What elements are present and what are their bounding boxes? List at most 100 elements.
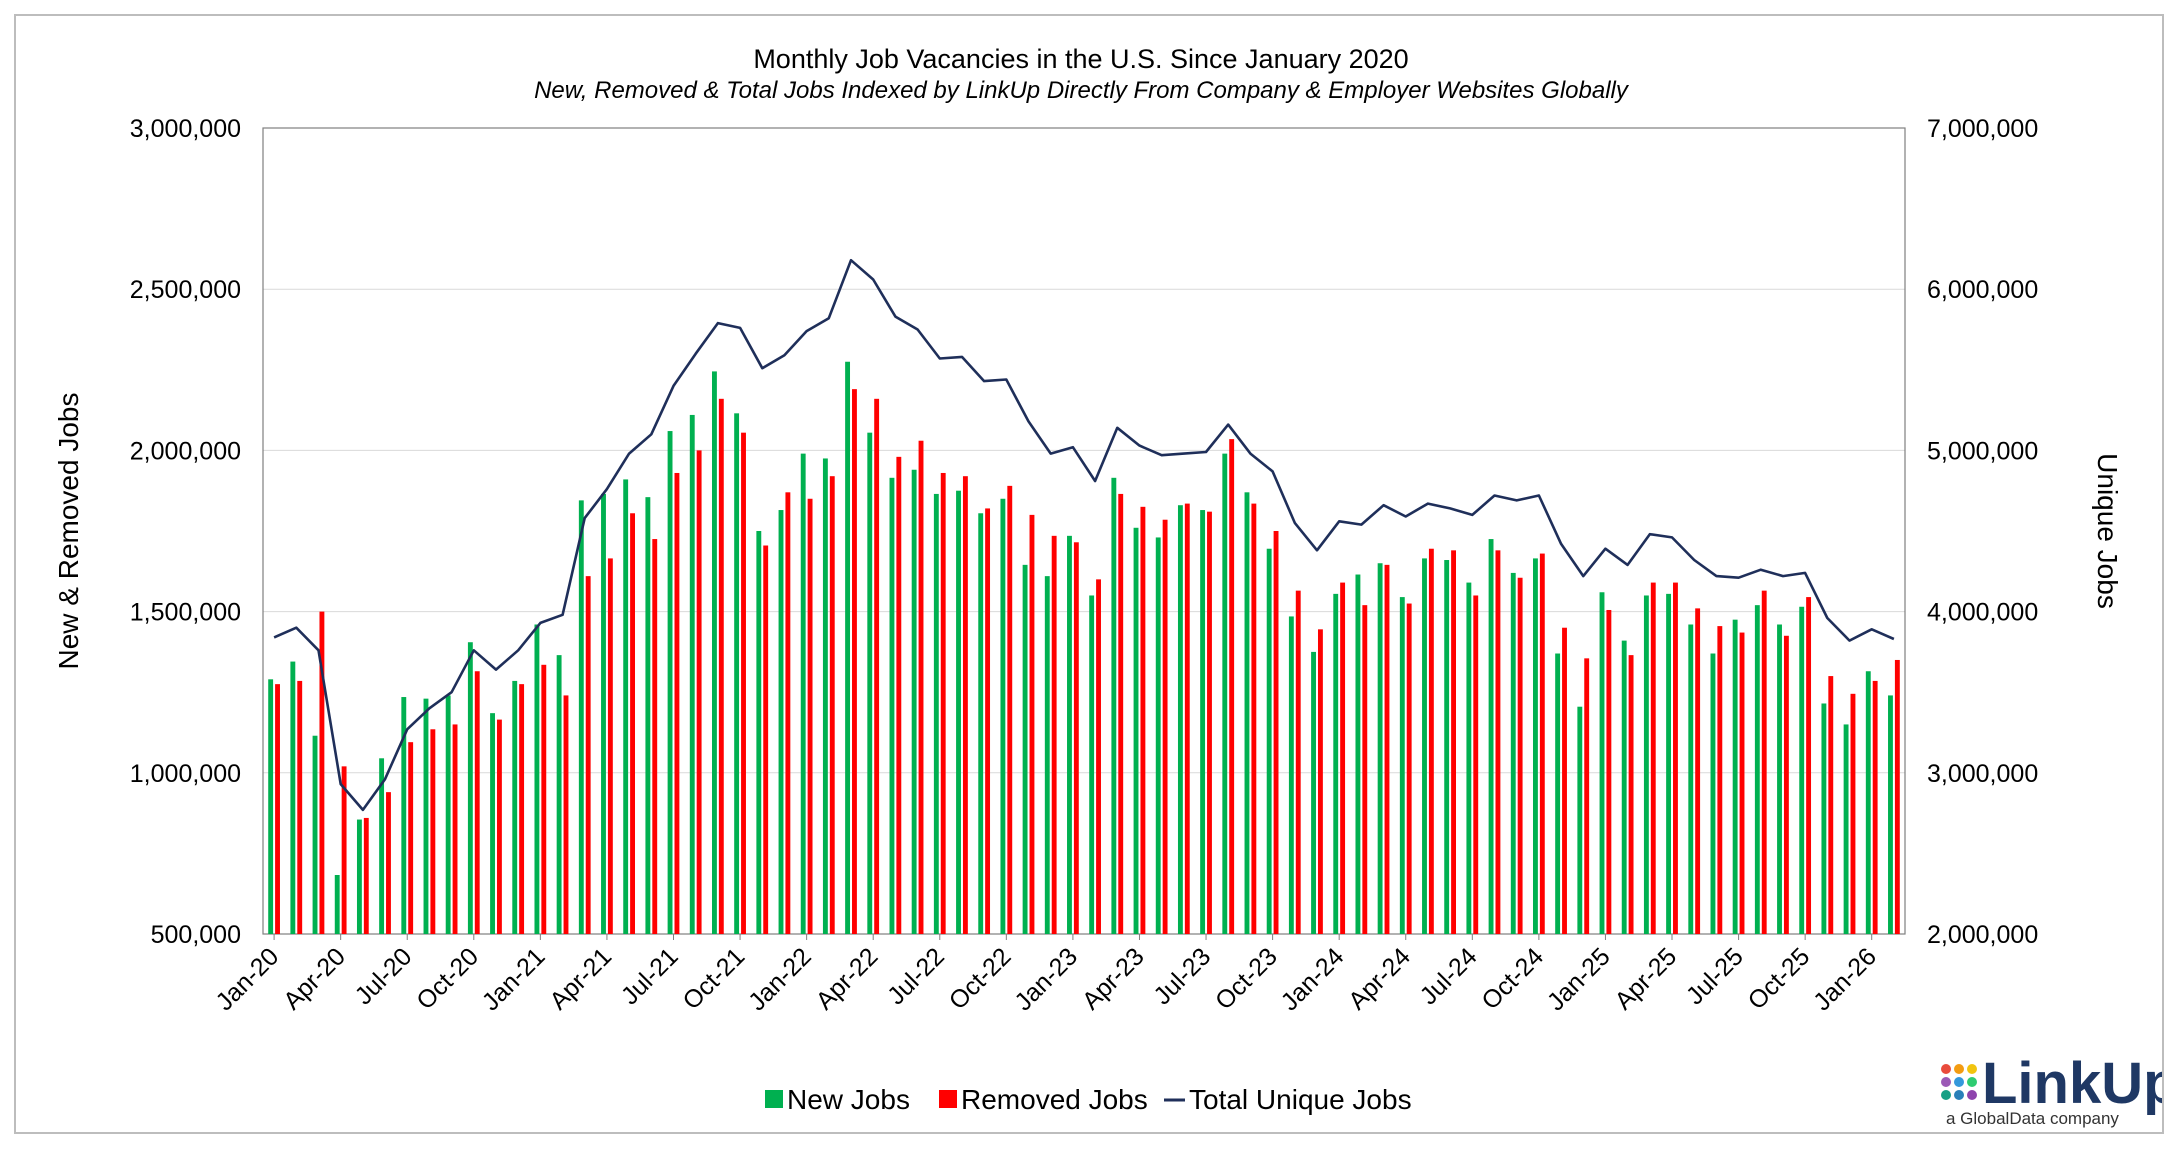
new-jobs-bar xyxy=(689,414,695,934)
new-jobs-bar xyxy=(1000,498,1006,934)
y-axis-right-ticks: 2,000,000 3,000,000 4,000,000 5,000,000 6,00… xyxy=(1927,115,2038,949)
linkup-logo: LinkUp a GlobalData company xyxy=(1941,1051,2179,1128)
new-jobs-bar xyxy=(490,713,495,934)
plot-border xyxy=(262,127,1906,935)
new-jobs-bar xyxy=(1288,616,1294,934)
new-jobs-bar xyxy=(1333,593,1339,934)
removed-jobs-bar xyxy=(1717,626,1723,934)
y-right-tick-label: 6,000,000 xyxy=(1927,276,2038,304)
y-right-tick-label: 4,000,000 xyxy=(1927,599,2038,627)
removed-jobs-bar xyxy=(718,398,724,934)
removed-jobs-bar xyxy=(319,611,325,934)
removed-jobs-bar xyxy=(1029,514,1035,934)
removed-jobs-bar xyxy=(1229,439,1235,934)
removed-jobs-bar xyxy=(1562,627,1567,934)
new-jobs-bar xyxy=(268,679,274,934)
chart-subtitle: New, Removed & Total Jobs Indexed by Lin… xyxy=(534,77,1630,104)
new-jobs-bar xyxy=(956,490,961,934)
removed-jobs-bar xyxy=(386,792,391,934)
new-jobs-bar xyxy=(1200,510,1206,934)
new-jobs-bar xyxy=(1710,653,1716,934)
new-jobs-bar xyxy=(423,698,429,934)
new-jobs-bar xyxy=(867,432,873,934)
removed-jobs-bar xyxy=(1783,635,1789,934)
removed-jobs-bar xyxy=(1384,564,1390,934)
new-jobs-bar xyxy=(1399,597,1405,934)
removed-jobs-bar xyxy=(1495,550,1501,934)
removed-jobs-bar xyxy=(1162,519,1168,934)
removed-jobs-bar xyxy=(1828,676,1834,934)
removed-jobs-bar xyxy=(1451,550,1457,934)
new-jobs-bar xyxy=(534,624,540,934)
removed-jobs-bar xyxy=(852,389,857,934)
new-jobs-bar xyxy=(1732,619,1738,934)
new-jobs-bar xyxy=(1599,592,1605,934)
new-jobs-bar xyxy=(1089,595,1095,934)
removed-jobs-bar xyxy=(696,450,702,934)
new-jobs-bar xyxy=(1577,706,1583,934)
new-jobs-bar xyxy=(1799,606,1805,934)
removed-jobs-bar xyxy=(763,545,769,934)
removed-jobs-bar xyxy=(607,558,613,934)
new-jobs-bar xyxy=(889,477,895,934)
chart-svg: Monthly Job Vacancies in the U.S. Since … xyxy=(53,44,2179,1128)
removed-jobs-bar xyxy=(1007,485,1013,934)
new-jobs-bar xyxy=(1067,535,1072,934)
new-jobs-bar xyxy=(1044,576,1050,934)
new-jobs-bar xyxy=(1022,564,1028,934)
new-jobs-bar xyxy=(379,758,385,934)
y-left-tick-label: 500,000 xyxy=(151,921,241,949)
legend-removed-jobs-swatch xyxy=(939,1090,957,1108)
new-jobs-bar xyxy=(1510,572,1516,934)
removed-jobs-bar xyxy=(430,729,436,934)
new-jobs-bar xyxy=(1377,563,1383,934)
new-jobs-bar xyxy=(711,371,717,934)
new-jobs-bar xyxy=(1311,651,1316,934)
new-jobs-bar xyxy=(1133,527,1139,934)
logo-tagline: a GlobalData company xyxy=(1946,1109,2119,1128)
y-left-tick-label: 3,000,000 xyxy=(130,115,241,143)
removed-jobs-bars xyxy=(275,389,1900,934)
removed-jobs-bar xyxy=(1539,553,1545,934)
new-jobs-bar xyxy=(1422,558,1427,934)
removed-jobs-bar xyxy=(741,432,746,934)
x-tick-label: Jan-23 xyxy=(1009,942,1083,1016)
new-jobs-bar xyxy=(1754,605,1760,934)
removed-jobs-bar xyxy=(874,398,880,934)
new-jobs-bar xyxy=(1177,505,1183,934)
new-jobs-bar xyxy=(467,642,473,934)
removed-jobs-bar xyxy=(1695,608,1701,934)
new-jobs-bar xyxy=(578,500,584,934)
new-jobs-bar xyxy=(1155,537,1161,934)
x-axis-ticks: Jan-20Apr-20Jul-20Oct-20Jan-21Apr-21Jul-… xyxy=(210,934,1882,1016)
removed-jobs-bar xyxy=(807,498,813,934)
new-jobs-bar xyxy=(1865,671,1871,934)
new-jobs-bar xyxy=(1555,653,1561,934)
removed-jobs-bar xyxy=(940,472,946,934)
y-right-tick-label: 7,000,000 xyxy=(1927,115,2038,143)
removed-jobs-bar xyxy=(1317,629,1323,934)
removed-jobs-bar xyxy=(1872,680,1878,934)
chart-frame: Monthly Job Vacancies in the U.S. Since … xyxy=(14,14,2179,1134)
removed-jobs-bar xyxy=(1517,577,1523,934)
x-tick-label: Jul-22 xyxy=(882,942,950,1010)
removed-jobs-bar xyxy=(585,576,591,934)
new-jobs-bar xyxy=(734,413,740,935)
removed-jobs-bar xyxy=(829,476,835,934)
new-jobs-bar xyxy=(512,680,518,934)
removed-jobs-bar xyxy=(563,695,569,934)
new-jobs-bar xyxy=(1532,558,1538,934)
x-tick-label: Oct-24 xyxy=(1476,942,1549,1015)
removed-jobs-bar xyxy=(1251,503,1257,934)
gridlines xyxy=(263,127,1905,935)
y-right-tick-label: 3,000,000 xyxy=(1927,760,2038,788)
x-tick-label: Oct-25 xyxy=(1743,942,1816,1015)
y-right-tick-label: 2,000,000 xyxy=(1927,921,2038,949)
removed-jobs-bar xyxy=(1428,548,1434,934)
new-jobs-bar xyxy=(1843,724,1849,934)
new-jobs-bar xyxy=(623,479,629,934)
new-jobs-bar xyxy=(1244,492,1250,934)
x-tick-label: Oct-23 xyxy=(1210,942,1283,1015)
logo-dots-icon xyxy=(1941,1064,1977,1100)
x-tick-label: Apr-24 xyxy=(1343,942,1416,1015)
